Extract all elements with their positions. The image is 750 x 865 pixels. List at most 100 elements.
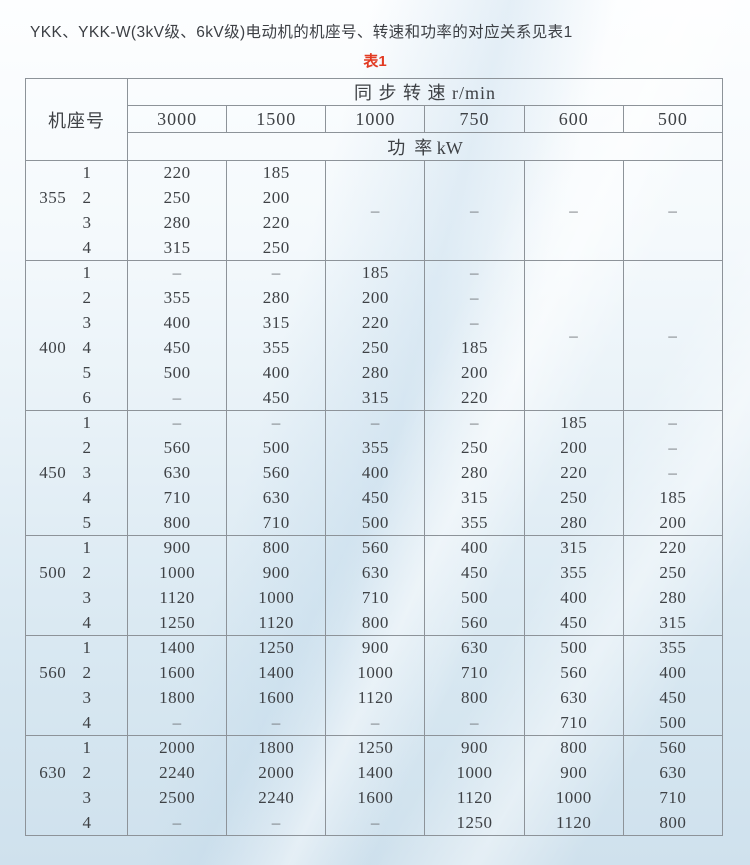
power-table-body: 1 220 185– – – –355 2 250 200 3 280 220 4 315 250 1– –18… bbox=[25, 160, 724, 836]
corner-header-frame-number: 机座号 bbox=[25, 78, 128, 161]
power-cell: 1000 bbox=[424, 760, 525, 786]
power-cell: 355 bbox=[424, 510, 525, 536]
power-cell: 630 bbox=[424, 635, 525, 661]
power-cell: 250 bbox=[226, 235, 327, 261]
sub-number-cell: 1 bbox=[79, 410, 128, 436]
frame-number-cell: 560 bbox=[25, 660, 80, 686]
power-cell: 400 bbox=[325, 460, 426, 486]
table-row: 560 2 1600 1400 1000 710 560 400 bbox=[25, 660, 724, 686]
power-cell: 185 bbox=[622, 485, 724, 511]
frame-number-cell bbox=[25, 485, 80, 511]
power-cell: 1120 bbox=[226, 610, 327, 636]
power-cell: 1000 bbox=[126, 560, 228, 586]
power-cell: – bbox=[424, 410, 525, 436]
power-cell-merged: – bbox=[622, 160, 724, 261]
power-cell: 710 bbox=[325, 585, 426, 611]
power-cell: 315 bbox=[325, 385, 426, 411]
power-cell: – bbox=[424, 710, 525, 736]
frame-number-cell bbox=[25, 635, 80, 661]
power-cell: 185 bbox=[424, 335, 525, 361]
table-row: 1– –185– – – bbox=[25, 260, 724, 411]
power-cell: 220 bbox=[424, 385, 525, 411]
header-speed-600: 600 bbox=[523, 105, 624, 133]
frame-number-cell bbox=[25, 510, 80, 536]
power-cell: 1250 bbox=[126, 610, 228, 636]
sub-number-cell: 4 bbox=[79, 235, 128, 261]
header-row-speed-values: 3000 1500 1000 750 600 500 bbox=[26, 105, 724, 133]
power-cell: 630 bbox=[226, 485, 327, 511]
power-cell: 800 bbox=[523, 735, 624, 761]
sub-number-cell: 2 bbox=[79, 660, 128, 686]
power-cell: 500 bbox=[226, 435, 327, 461]
frame-number-cell bbox=[25, 235, 80, 261]
power-cell: 560 bbox=[325, 535, 426, 561]
sub-number-cell: 2 bbox=[79, 285, 128, 311]
table-row: 4 710 630 450 315 250 185 bbox=[25, 485, 724, 511]
sub-number-cell: 3 bbox=[79, 460, 128, 486]
header-speed-3000: 3000 bbox=[126, 105, 228, 133]
power-table: 机座号 同 步 转 速 r/min 3000 1500 1000 750 600… bbox=[25, 78, 724, 836]
power-cell: 280 bbox=[325, 360, 426, 386]
table-row: 4 1250 1120 800 560 450 315 bbox=[25, 610, 724, 636]
power-cell: 500 bbox=[622, 710, 724, 736]
power-cell: 355 bbox=[622, 635, 724, 661]
power-cell: 220 bbox=[126, 160, 228, 186]
power-cell: 1400 bbox=[226, 660, 327, 686]
power-cell: 900 bbox=[126, 535, 228, 561]
power-cell: 500 bbox=[126, 360, 228, 386]
power-cell: – bbox=[126, 385, 228, 411]
power-cell: 315 bbox=[126, 235, 228, 261]
power-cell: 630 bbox=[126, 460, 228, 486]
sub-number-cell: 3 bbox=[79, 685, 128, 711]
power-cell: – bbox=[424, 285, 525, 311]
table-row: 500 2 1000 900 630 450 355 250 bbox=[25, 560, 724, 586]
header-row-speed-group: 机座号 同 步 转 速 r/min bbox=[25, 78, 723, 161]
table-row: 400 4 450 355 250 185 bbox=[25, 335, 723, 361]
sub-number-cell: 5 bbox=[79, 360, 128, 386]
power-cell: – bbox=[325, 410, 426, 436]
power-cell: 250 bbox=[325, 335, 426, 361]
frame-number-cell bbox=[25, 685, 80, 711]
sub-number-cell: 5 bbox=[79, 510, 128, 536]
power-cell: 500 bbox=[523, 635, 624, 661]
sub-number-cell: 3 bbox=[79, 785, 128, 811]
power-cell: 220 bbox=[622, 535, 724, 561]
table-row: 355 2 250 200 bbox=[25, 185, 723, 211]
power-cell: 1250 bbox=[325, 735, 426, 761]
table-row: 5 500 400 280 200 bbox=[25, 360, 723, 386]
page-title: YKK、YKK-W(3kV级、6kV级)电动机的机座号、转速和功率的对应关系见表… bbox=[30, 24, 573, 41]
frame-number-cell bbox=[25, 610, 80, 636]
table-row: 450 3 630 560 400 280 220– bbox=[25, 460, 724, 486]
table-row: 1 2000 1800 1250 900 800 560 bbox=[25, 735, 724, 761]
power-cell: 200 bbox=[226, 185, 327, 211]
power-cell: – bbox=[622, 435, 724, 461]
table-row: 2 355 280 200– bbox=[25, 285, 723, 311]
table-row: 1 900 800 560 400 315 220 bbox=[25, 535, 724, 561]
power-cell: 2240 bbox=[126, 760, 228, 786]
sub-number-cell: 2 bbox=[79, 185, 128, 211]
frame-number-cell bbox=[25, 710, 80, 736]
power-cell: 1800 bbox=[126, 685, 228, 711]
power-cell: 800 bbox=[424, 685, 525, 711]
power-cell: 900 bbox=[424, 735, 525, 761]
table-row: 4– – – –710 500 bbox=[25, 710, 724, 736]
power-cell: – bbox=[126, 410, 228, 436]
power-cell: – bbox=[325, 710, 426, 736]
table-row: 4 315 250 bbox=[25, 235, 723, 261]
sub-number-cell: 4 bbox=[79, 610, 128, 636]
power-cell: 1000 bbox=[325, 660, 426, 686]
header-sync-speed: 同 步 转 速 r/min bbox=[127, 78, 723, 106]
power-cell: 400 bbox=[622, 660, 724, 686]
power-cell: 1250 bbox=[424, 810, 525, 836]
power-cell: 1600 bbox=[126, 660, 228, 686]
power-cell: 400 bbox=[523, 585, 624, 611]
power-cell: 500 bbox=[325, 510, 426, 536]
sub-number-cell: 2 bbox=[79, 560, 128, 586]
sub-number-cell: 4 bbox=[79, 335, 128, 361]
power-cell: 1400 bbox=[126, 635, 228, 661]
power-cell: 280 bbox=[226, 285, 327, 311]
power-cell: 1120 bbox=[523, 810, 624, 836]
power-cell: 2500 bbox=[126, 785, 228, 811]
frame-number-cell bbox=[25, 260, 80, 286]
